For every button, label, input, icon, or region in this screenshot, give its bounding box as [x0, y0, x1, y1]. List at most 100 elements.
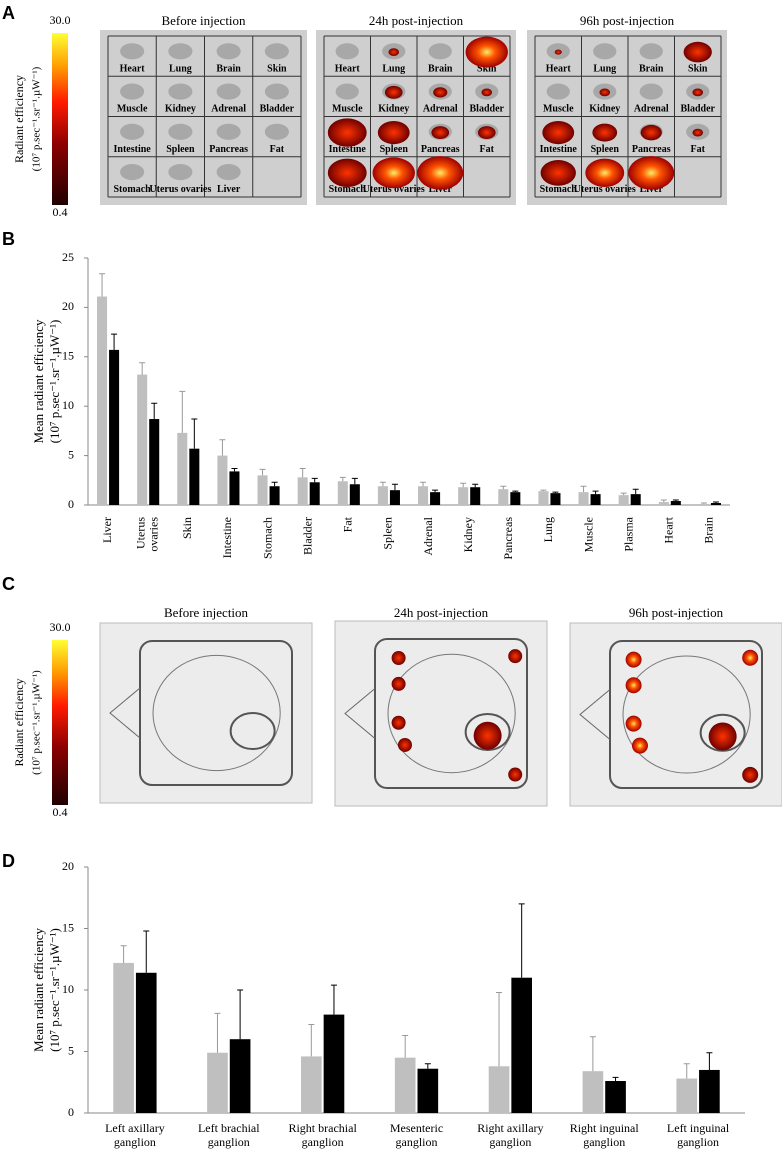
- organ: [168, 43, 193, 60]
- organ-label: Pancreas: [421, 144, 460, 155]
- organ: [216, 123, 241, 140]
- signal: [465, 36, 508, 68]
- signal: [431, 126, 450, 140]
- x-tick-label: Bladder: [300, 517, 314, 555]
- signal: [554, 49, 562, 55]
- organ: [428, 43, 452, 60]
- bar: [389, 490, 400, 505]
- organ: [168, 123, 193, 140]
- y-tick-label: 5: [68, 447, 74, 461]
- organ-label: Muscle: [332, 104, 363, 115]
- signal: [631, 737, 648, 754]
- mouse-outline: [609, 640, 763, 789]
- error-bar: [111, 333, 118, 350]
- error-bar: [351, 477, 358, 485]
- organ: [593, 43, 617, 60]
- bar: [394, 1057, 416, 1113]
- organ: [168, 83, 193, 100]
- signal: [628, 156, 675, 190]
- image-title: 24h post-injection: [394, 605, 489, 620]
- image-title: 96h post-injection: [629, 605, 724, 620]
- organ-label: Spleen: [166, 144, 195, 155]
- error-bar: [151, 402, 158, 420]
- x-tick-label: Fat: [341, 516, 355, 532]
- organ: [264, 83, 289, 100]
- signal: [625, 715, 642, 732]
- organ-label: Muscle: [117, 104, 148, 115]
- y-tick-label: 5: [68, 1043, 74, 1057]
- organ-label: Bladder: [681, 104, 716, 115]
- bar: [97, 296, 108, 505]
- signal: [372, 157, 415, 189]
- signal: [391, 715, 406, 730]
- error-bar: [706, 1052, 713, 1070]
- mouse-head: [109, 687, 141, 739]
- x-tick-label: Right axillary ganglion: [477, 1121, 543, 1149]
- image-title: Before injection: [161, 13, 246, 28]
- error-bar: [620, 492, 627, 496]
- image-title: Before injection: [164, 605, 249, 620]
- bar: [458, 487, 469, 505]
- organ-label: Heart: [120, 63, 146, 74]
- organ-label: Brain: [216, 63, 241, 74]
- organ-label: Pancreas: [632, 144, 671, 155]
- organ-label: Adrenal: [634, 104, 669, 115]
- signal: [542, 121, 575, 145]
- error-bar: [424, 1063, 431, 1069]
- organ-label: Pancreas: [209, 144, 248, 155]
- error-bar: [339, 476, 346, 482]
- y-axis-label: (10⁷ p.sec⁻¹.sr⁻¹.µW⁻¹): [47, 320, 62, 444]
- colorbar-label: Radiant efficiency: [12, 678, 26, 766]
- bar: [418, 486, 429, 505]
- signal: [585, 158, 625, 188]
- mouse-body: [152, 654, 281, 772]
- signal: [508, 767, 523, 782]
- signal: [508, 649, 523, 664]
- error-bar: [496, 991, 503, 1067]
- error-bar: [592, 490, 599, 495]
- organ-label: Adrenal: [211, 104, 246, 115]
- signal: [540, 159, 576, 186]
- x-tick-label: Lung: [541, 517, 555, 542]
- organ: [639, 83, 663, 100]
- colorbar: [52, 640, 68, 805]
- x-tick-label: Uterusovaries: [133, 517, 160, 552]
- mouse-outline: [139, 640, 293, 786]
- error-bar: [589, 1036, 596, 1072]
- error-bar: [259, 468, 266, 476]
- x-tick-label: Right inguinal ganglion: [570, 1121, 640, 1149]
- error-bar: [299, 467, 306, 478]
- bar: [550, 493, 561, 505]
- x-tick-label: Left axillary ganglion: [105, 1121, 165, 1149]
- organ-label: Kidney: [589, 104, 620, 115]
- signal: [384, 85, 403, 99]
- signal: [708, 722, 737, 751]
- colorbar-label: (10⁷ p.sec⁻¹.sr⁻¹.µW⁻¹): [31, 66, 43, 171]
- organ-label: Intestine: [329, 144, 367, 155]
- bar: [309, 482, 320, 505]
- y-tick-label: 15: [62, 920, 74, 934]
- error-bar: [191, 418, 198, 449]
- bar: [337, 481, 348, 505]
- organ-label: Kidney: [165, 104, 196, 115]
- error-bar: [379, 481, 386, 487]
- signal: [397, 737, 412, 752]
- bar: [511, 977, 533, 1113]
- bar: [578, 492, 589, 505]
- signal: [473, 721, 502, 750]
- x-tick-label: Plasma: [621, 516, 635, 551]
- organ: [546, 83, 570, 100]
- x-tick-label: Intestine: [220, 517, 234, 558]
- organ-label: Intestine: [540, 144, 578, 155]
- error-bar: [237, 989, 244, 1040]
- signal: [599, 88, 611, 97]
- error-bar: [672, 499, 679, 502]
- organ-label: Fat: [480, 144, 495, 155]
- error-bar: [660, 499, 667, 503]
- organ-label: Adrenal: [423, 104, 458, 115]
- organ-label: Skin: [267, 63, 287, 74]
- error-bar: [231, 467, 238, 472]
- panel-label: D: [2, 851, 15, 871]
- mesenteric-outline: [229, 712, 276, 750]
- organ-label: Spleen: [591, 144, 620, 155]
